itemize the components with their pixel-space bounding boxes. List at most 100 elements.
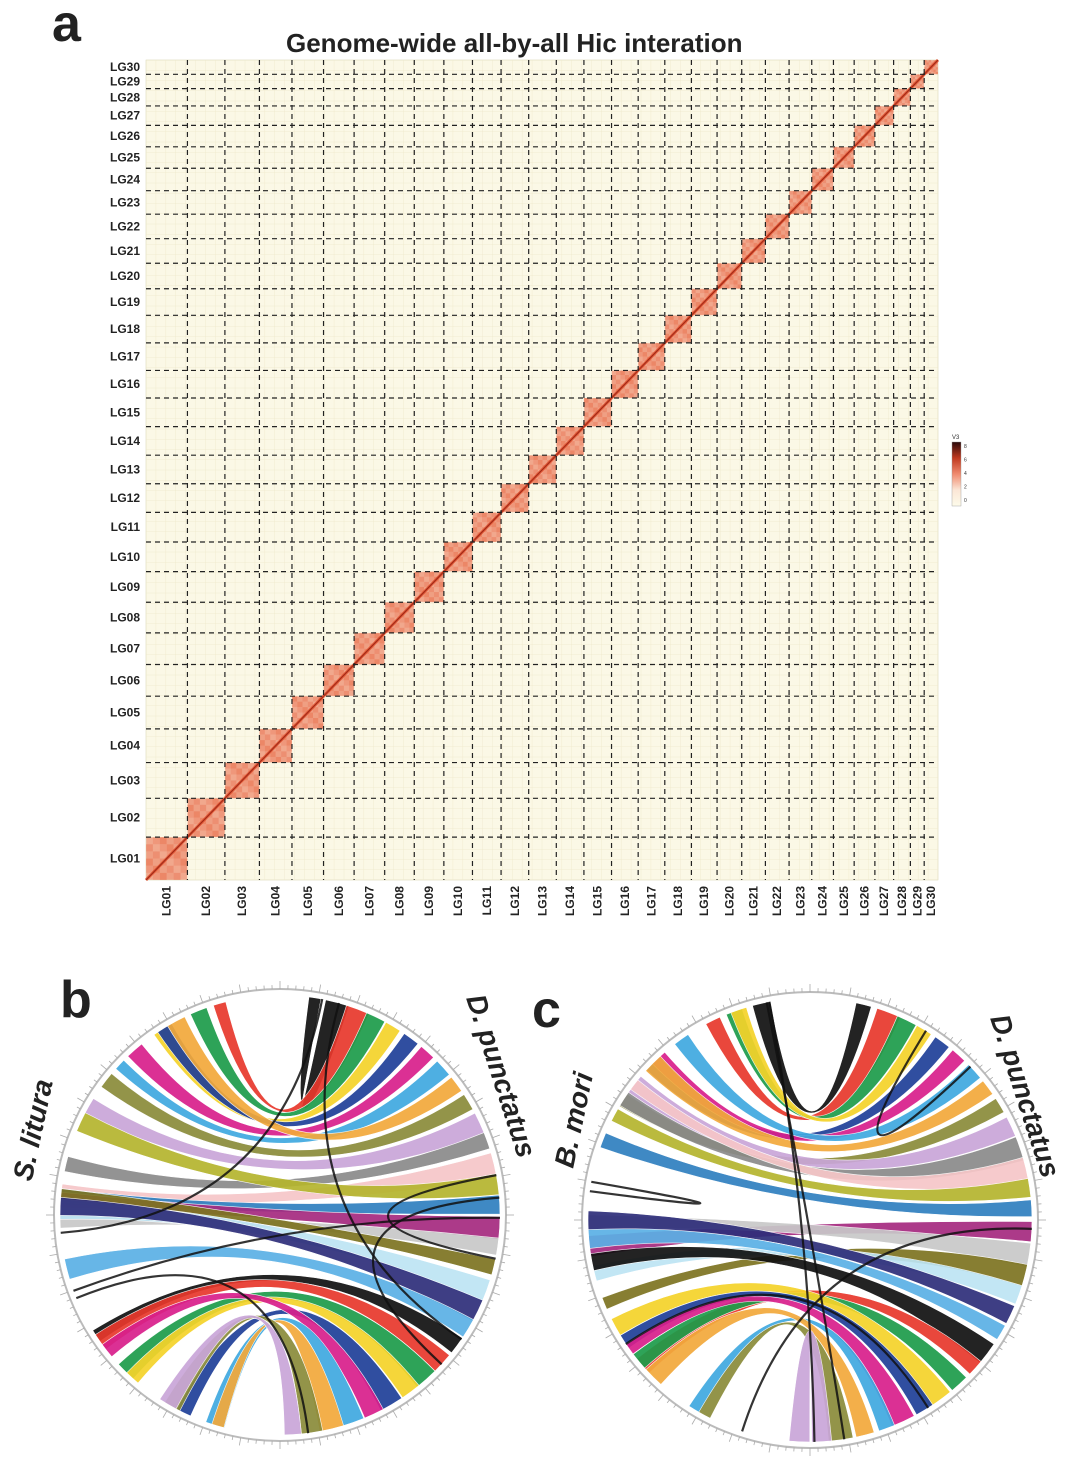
panel-b-label: b [60, 971, 92, 1029]
synteny-link [768, 1001, 816, 1442]
y-tick-label: LG24 [110, 172, 140, 186]
synteny-link [371, 1196, 500, 1366]
x-tick-label: LG20 [722, 886, 736, 916]
synteny-link [323, 1002, 463, 1341]
synteny-ribbon [64, 1132, 491, 1189]
x-tick-label: LG12 [508, 886, 522, 916]
diag-block-lg06 [322, 663, 356, 698]
synteny-link [876, 1030, 972, 1137]
x-tick-label: LG25 [837, 886, 851, 916]
x-tick-label: LG24 [816, 886, 830, 916]
synteny-link [60, 998, 324, 1234]
x-tick-label: LG11 [480, 886, 494, 916]
diag-block-lg28 [892, 87, 912, 107]
synteny-link [741, 1227, 1032, 1432]
y-tick-label: LG21 [110, 244, 140, 258]
synteny-ribbon [632, 1292, 967, 1391]
synteny-ribbon [788, 1330, 832, 1443]
y-tick-label: LG02 [110, 811, 140, 825]
x-tick-label: LG09 [422, 886, 436, 916]
x-tick-label: LG23 [793, 886, 807, 916]
synteny-ribbon [645, 1307, 875, 1438]
diag-block-lg16 [610, 369, 640, 400]
heatmap-title: Genome-wide all-by-all Hic interation [286, 28, 743, 58]
synteny-ribbon [190, 1007, 386, 1117]
synteny-ribbon [610, 1108, 1032, 1202]
panel-c-label: c [532, 981, 561, 1039]
diag-block-lg10 [442, 540, 474, 573]
synteny-ribbon [730, 1006, 932, 1123]
diag-block-lg30 [923, 58, 940, 76]
synteny-ribbon [100, 1073, 474, 1158]
y-tick-label: LG29 [110, 74, 140, 88]
y-tick-label: LG25 [110, 151, 140, 165]
y-tick-label: LG14 [110, 434, 140, 448]
x-tick-label: LG16 [618, 886, 632, 916]
synteny-ribbon [674, 1034, 981, 1142]
hic-heatmap: LG01 LG02 LG03 LG04 LG05 LG06 LG07 LG08 LG09 LG10… [110, 58, 967, 916]
x-tick-label: LG10 [451, 886, 465, 916]
diag-block-lg11 [471, 511, 503, 544]
diag-block-lg12 [499, 482, 530, 514]
x-tick-label: LG15 [591, 886, 605, 916]
synteny-ribbon [159, 1314, 302, 1436]
synteny-ribbon [645, 1055, 994, 1152]
synteny-ribbon [587, 1228, 1006, 1340]
synteny-ribbon [167, 1016, 463, 1141]
panel-a-label: a [52, 0, 81, 53]
x-tick-label: LG22 [770, 886, 784, 916]
diag-block-lg14 [555, 425, 585, 457]
y-tick-label: LG03 [110, 773, 140, 787]
y-tick-label: LG23 [110, 195, 140, 209]
colorbar: V3 8 6 4 2 0 [951, 435, 967, 507]
synteny-ribbon [126, 1296, 420, 1399]
circos-ribbons [587, 1001, 1033, 1443]
colorbar-tick: 4 [964, 471, 967, 477]
y-tick-label: LG28 [110, 90, 140, 104]
y-tick-label: LG27 [110, 109, 140, 123]
synteny-ribbon [599, 1132, 1033, 1217]
y-tick-label: LG16 [110, 377, 140, 391]
diag-block-lg29 [909, 73, 926, 90]
diag-block-lg20 [715, 262, 743, 290]
x-tick-label: LG01 [160, 886, 174, 916]
y-tick-label: LG12 [110, 491, 140, 505]
diag-block-lg05 [290, 695, 325, 730]
y-tick-label: LG17 [110, 350, 140, 364]
synteny-link [589, 1180, 702, 1205]
y-tick-label: LG20 [110, 269, 140, 283]
y-tick-label: LG30 [110, 60, 140, 74]
x-tick-label: LG27 [877, 886, 891, 916]
y-tick-label: LG11 [111, 520, 141, 534]
colorbar-tick: 6 [964, 458, 967, 464]
y-tick-label: LG04 [110, 739, 140, 753]
diag-block-lg23 [787, 189, 813, 216]
x-axis-labels: LG01 LG02 LG03 LG04 LG05 LG06 LG07 LG08 LG09 LG10… [160, 886, 938, 916]
y-tick-label: LG10 [110, 550, 140, 564]
diag-block-lg17 [637, 341, 666, 372]
x-tick-label: LG28 [895, 886, 909, 916]
y-tick-label: LG18 [110, 322, 140, 336]
x-tick-label: LG26 [858, 886, 872, 916]
x-tick-label: LG19 [697, 886, 711, 916]
y-axis-labels: LG01 LG02 LG03 LG04 LG05 LG06 LG07 LG08 LG09 LG10… [110, 60, 140, 865]
circos-plot-b [46, 981, 514, 1449]
x-tick-label: LG14 [563, 886, 577, 916]
synteny-link [75, 1274, 310, 1434]
x-tick-label: LG18 [671, 886, 685, 916]
y-tick-label: LG22 [110, 219, 140, 233]
y-tick-label: LG26 [110, 129, 140, 143]
x-tick-label: LG04 [269, 886, 283, 916]
synteny-ribbon [157, 1023, 419, 1127]
diag-block-lg24 [810, 167, 835, 192]
diag-block-lg25 [832, 145, 856, 170]
colorbar-label: V3 [952, 435, 960, 441]
synteny-link [765, 1002, 846, 1440]
x-tick-label: LG17 [644, 886, 658, 916]
diag-block-lg26 [853, 124, 876, 148]
synteny-link [73, 1216, 500, 1292]
diagonal-blocks [144, 58, 940, 882]
diag-block-lg21 [740, 237, 767, 265]
diag-block-lg27 [873, 104, 895, 127]
diag-block-lg15 [582, 396, 613, 428]
